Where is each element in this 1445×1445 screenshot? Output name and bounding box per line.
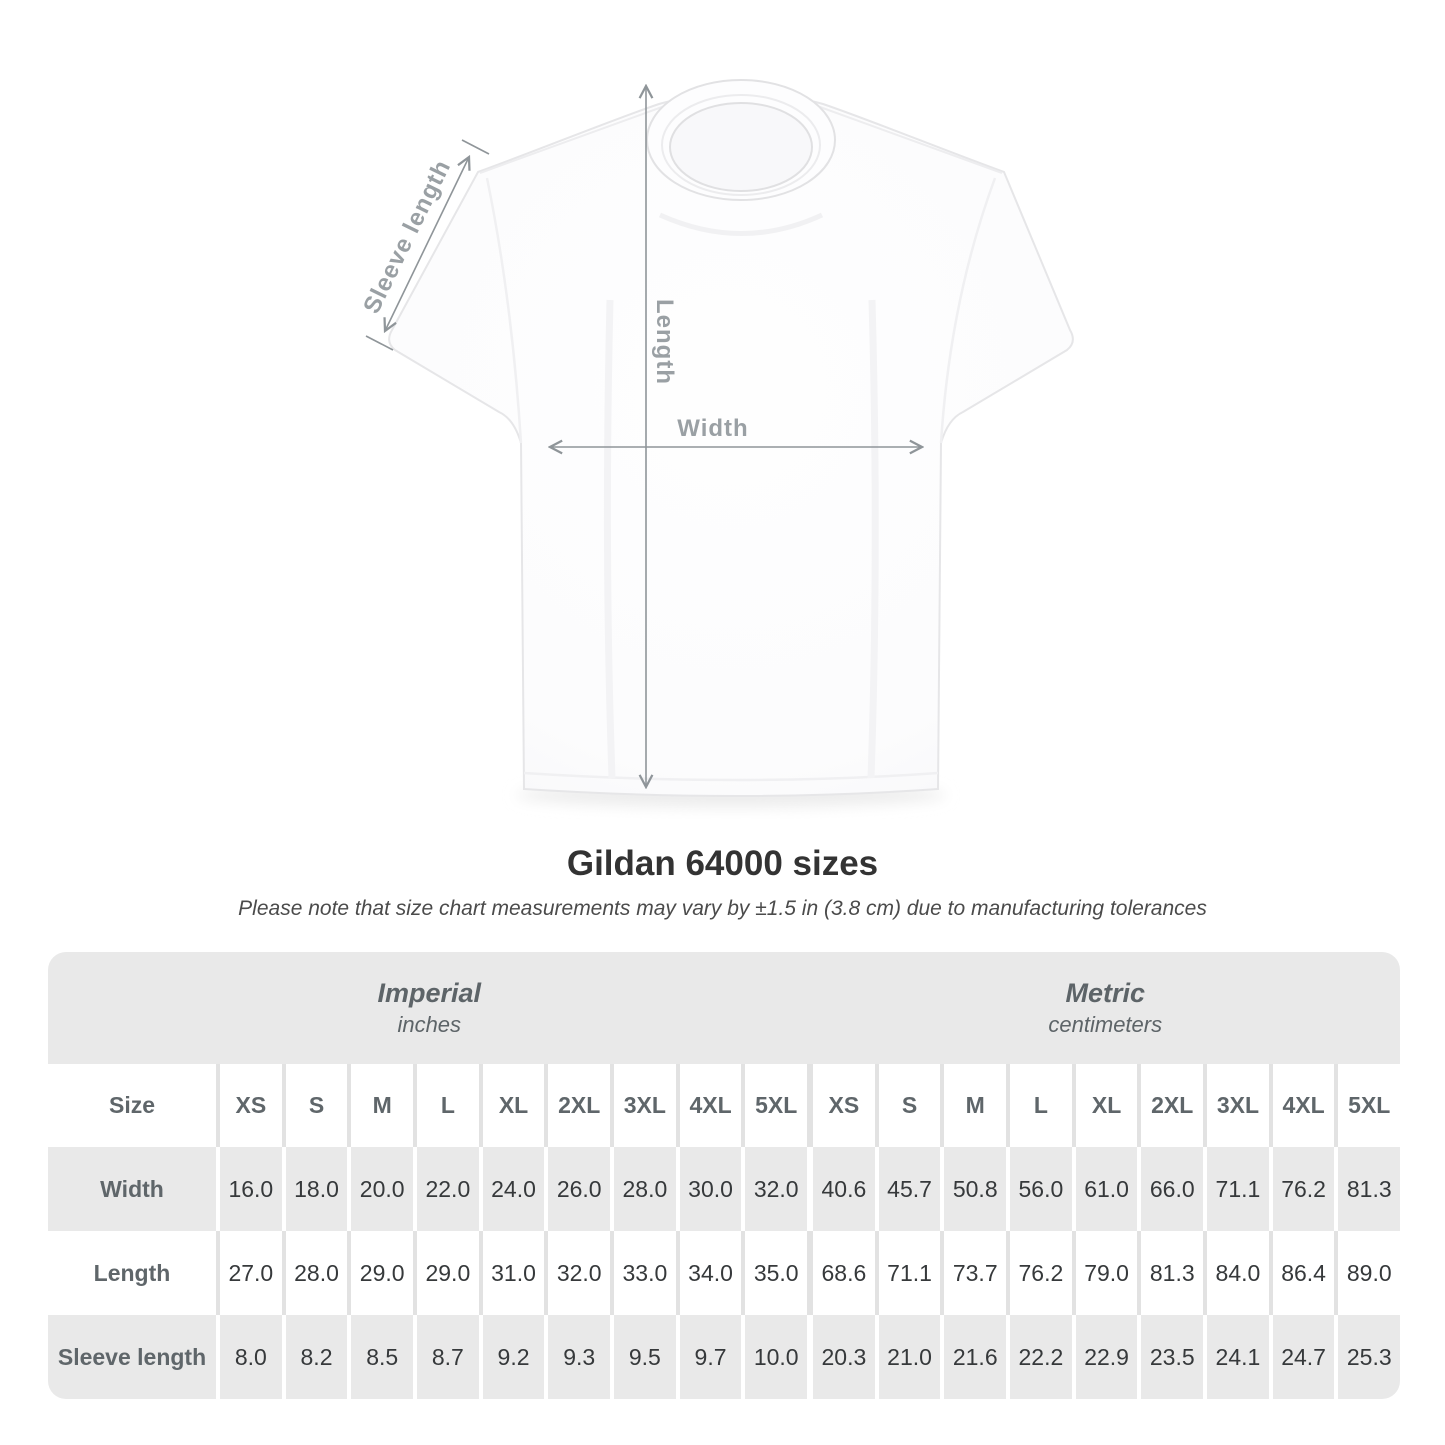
- metric-value: 50.8: [944, 1147, 1007, 1231]
- size-col-header-metric: S: [878, 1064, 941, 1147]
- row-label: Width: [48, 1147, 216, 1231]
- imperial-sublabel: inches: [397, 1012, 462, 1037]
- sleeve-arrow-top-cap: [461, 139, 490, 155]
- imperial-value: 34.0: [679, 1231, 742, 1315]
- imperial-value: 18.0: [285, 1147, 348, 1231]
- metric-value: 24.1: [1207, 1315, 1269, 1399]
- imperial-value: 8.7: [417, 1315, 479, 1399]
- imperial-group: Imperial inches: [48, 952, 811, 1064]
- measurement-rows: Width 16.0 18.0 20.0 22.0 24.0 26.0 28.0 30.0 32.…: [48, 1147, 1401, 1399]
- imperial-value: 28.0: [614, 1147, 676, 1231]
- imperial-value: 9.3: [548, 1315, 611, 1399]
- metric-value: 71.1: [1207, 1147, 1269, 1231]
- size-col-header-metric: 5XL: [1338, 1064, 1401, 1147]
- size-col-header-metric: L: [1010, 1064, 1072, 1147]
- imperial-value: 27.0: [220, 1231, 282, 1315]
- imperial-value: 26.0: [548, 1147, 611, 1231]
- measurement-row: Length 27.0 28.0 29.0 29.0 31.0 32.0 33.0 34.0 35…: [48, 1231, 1401, 1315]
- metric-value: 76.2: [1272, 1147, 1335, 1231]
- metric-value: 71.1: [878, 1231, 941, 1315]
- size-col-header-imperial: 2XL: [548, 1064, 611, 1147]
- size-col-header-imperial: S: [285, 1064, 348, 1147]
- size-col-header-metric: 4XL: [1272, 1064, 1335, 1147]
- metric-value: 24.7: [1272, 1315, 1335, 1399]
- size-col-header-imperial: M: [351, 1064, 414, 1147]
- page-title: Gildan 64000 sizes: [566, 844, 879, 883]
- imperial-label: Imperial: [377, 978, 482, 1008]
- imperial-value: 35.0: [745, 1231, 808, 1315]
- imperial-value: 9.5: [614, 1315, 676, 1399]
- metric-value: 73.7: [944, 1231, 1007, 1315]
- imperial-value: 29.0: [417, 1231, 479, 1315]
- metric-value: 89.0: [1338, 1231, 1401, 1315]
- imperial-value: 8.0: [220, 1315, 282, 1399]
- metric-sublabel: centimeters: [1048, 1012, 1163, 1037]
- metric-group: Metric centimeters: [811, 952, 1400, 1064]
- imperial-value: 32.0: [548, 1231, 611, 1315]
- size-col-header-imperial: 4XL: [679, 1064, 742, 1147]
- measurement-row: Sleeve length 8.0 8.2 8.5 8.7 9.2 9.3 9.5 9.7 10.…: [48, 1315, 1400, 1399]
- size-header-row: Size XS S M L XL 2XL 3XL 4XL 5XL XS S M L XL 2XL 3XL 4XL…: [48, 1064, 1401, 1147]
- metric-value: 81.3: [1141, 1231, 1204, 1315]
- imperial-value: 9.7: [679, 1315, 742, 1399]
- imperial-value: 31.0: [482, 1231, 545, 1315]
- imperial-value: 29.0: [351, 1231, 414, 1315]
- size-col-header-metric: M: [944, 1064, 1007, 1147]
- tolerance-note: Please note that size chart measurements…: [238, 897, 1207, 920]
- imperial-value: 24.0: [482, 1147, 545, 1231]
- row-label: Length: [48, 1231, 216, 1315]
- metric-value: 68.6: [813, 1231, 875, 1315]
- metric-value: 40.6: [813, 1147, 875, 1231]
- metric-value: 23.5: [1141, 1315, 1204, 1399]
- metric-value: 56.0: [1010, 1147, 1072, 1231]
- size-col-header-imperial: XS: [220, 1064, 282, 1147]
- imperial-value: 16.0: [220, 1147, 282, 1231]
- size-col-header-metric: 2XL: [1141, 1064, 1204, 1147]
- imperial-value: 33.0: [614, 1231, 676, 1315]
- metric-value: 61.0: [1075, 1147, 1138, 1231]
- row-label: Sleeve length: [48, 1315, 216, 1399]
- metric-value: 22.9: [1075, 1315, 1138, 1399]
- unit-group-header: Imperial inches Metric centimeters: [48, 952, 1400, 1064]
- metric-value: 21.0: [878, 1315, 941, 1399]
- size-header-label: Size: [48, 1064, 216, 1147]
- imperial-value: 30.0: [679, 1147, 742, 1231]
- imperial-value: 20.0: [351, 1147, 414, 1231]
- size-table: Imperial inches Metric centimeters Size …: [48, 952, 1401, 1399]
- sleeve-arrow-bottom-cap: [365, 335, 394, 351]
- imperial-value: 28.0: [285, 1231, 348, 1315]
- length-label: Length: [651, 299, 678, 385]
- tshirt-measurement-figure: Sleeve length Length Width: [358, 79, 1074, 807]
- metric-value: 84.0: [1207, 1231, 1269, 1315]
- imperial-value: 8.5: [351, 1315, 414, 1399]
- size-col-header-imperial: L: [417, 1064, 479, 1147]
- imperial-value: 9.2: [482, 1315, 545, 1399]
- size-col-header-imperial: 3XL: [614, 1064, 676, 1147]
- size-col-header-metric: XL: [1075, 1064, 1138, 1147]
- metric-value: 25.3: [1338, 1315, 1400, 1399]
- metric-value: 81.3: [1338, 1147, 1401, 1231]
- metric-value: 86.4: [1272, 1231, 1335, 1315]
- metric-label: Metric: [1065, 978, 1146, 1008]
- metric-value: 66.0: [1141, 1147, 1204, 1231]
- metric-value: 22.2: [1010, 1315, 1072, 1399]
- size-col-header-imperial: 5XL: [745, 1064, 808, 1147]
- metric-value: 21.6: [944, 1315, 1007, 1399]
- metric-value: 79.0: [1075, 1231, 1138, 1315]
- imperial-value: 8.2: [285, 1315, 348, 1399]
- size-col-header-metric: XS: [813, 1064, 875, 1147]
- metric-value: 20.3: [813, 1315, 875, 1399]
- metric-value: 76.2: [1010, 1231, 1072, 1315]
- imperial-value: 32.0: [745, 1147, 808, 1231]
- size-col-header-imperial: XL: [482, 1064, 545, 1147]
- imperial-value: 10.0: [745, 1315, 808, 1399]
- measurement-row: Width 16.0 18.0 20.0 22.0 24.0 26.0 28.0 30.0 32.…: [48, 1147, 1401, 1231]
- metric-value: 45.7: [878, 1147, 941, 1231]
- sleeve-length-arrow: [385, 157, 469, 331]
- width-label: Width: [677, 415, 748, 442]
- imperial-value: 22.0: [417, 1147, 479, 1231]
- size-col-header-metric: 3XL: [1207, 1064, 1269, 1147]
